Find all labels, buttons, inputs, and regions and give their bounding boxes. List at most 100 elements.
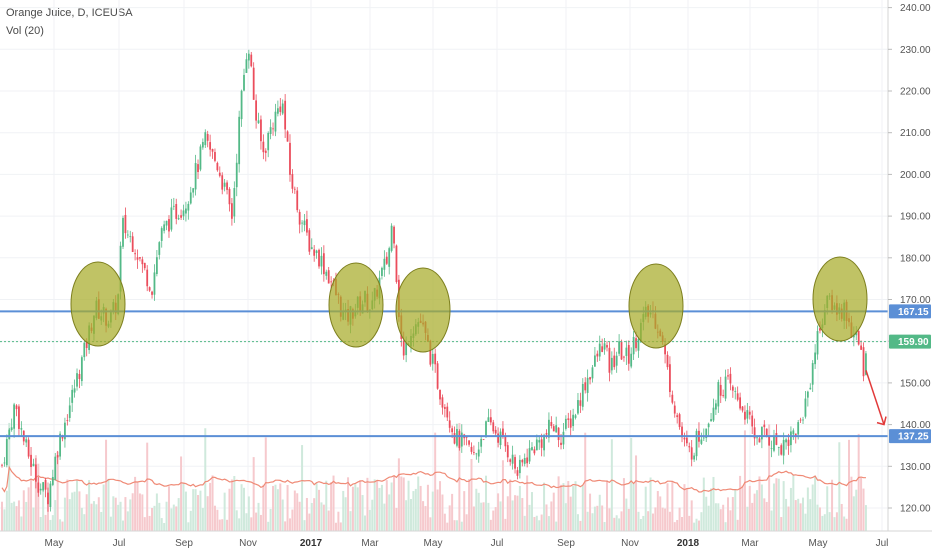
candle-body xyxy=(564,418,567,429)
candle-body xyxy=(666,354,669,368)
volume-bar xyxy=(235,510,238,531)
x-tick-label: Jul xyxy=(113,538,126,549)
volume-bar xyxy=(644,486,647,531)
candle-body xyxy=(497,433,499,443)
candle-body xyxy=(671,394,674,403)
candle-body xyxy=(226,182,228,190)
candle-body xyxy=(255,100,257,121)
candle-body xyxy=(760,426,763,440)
volume-bar xyxy=(710,488,713,531)
volume-bar xyxy=(429,517,432,531)
highlight-circle xyxy=(812,256,868,342)
candle-body xyxy=(756,437,758,439)
candle-body xyxy=(545,433,548,435)
volume-bar xyxy=(804,513,807,531)
volume-bar xyxy=(639,519,642,531)
candle-body xyxy=(315,250,318,253)
highlight-circle xyxy=(328,262,384,348)
candle-body xyxy=(806,391,809,398)
volume-bar xyxy=(552,492,555,531)
volume-bar xyxy=(95,504,98,531)
candle-body xyxy=(252,67,255,100)
volume-bar xyxy=(480,502,483,531)
volume-bar xyxy=(228,488,231,531)
candle-body xyxy=(521,459,524,463)
candle-body xyxy=(388,248,391,267)
candle-body xyxy=(131,236,134,252)
x-tick-label: Jul xyxy=(491,538,504,549)
candle-body xyxy=(61,436,64,439)
volume-bar xyxy=(177,498,180,531)
volume-bar xyxy=(741,485,744,531)
volume-bar xyxy=(782,481,785,531)
volume-bar xyxy=(264,437,267,531)
volume-bar xyxy=(213,505,216,531)
candle-body xyxy=(34,464,37,482)
candle-body xyxy=(320,255,323,267)
volume-bar xyxy=(681,517,684,531)
price-tag xyxy=(889,304,931,319)
volume-bar xyxy=(163,522,166,531)
volume-bar xyxy=(768,424,771,531)
candle-body xyxy=(506,445,509,458)
volume-bar xyxy=(3,509,6,531)
volume-bar xyxy=(729,510,732,531)
projection-arrow xyxy=(865,370,887,426)
grid xyxy=(0,0,888,531)
volume-bar xyxy=(175,506,178,531)
volume-bar xyxy=(313,498,316,531)
volume-bar xyxy=(63,497,66,531)
volume-bar xyxy=(446,522,449,531)
candle-body xyxy=(615,355,618,366)
volume-bar xyxy=(823,514,826,531)
arrow-shaft xyxy=(865,370,885,425)
volume-bar xyxy=(143,517,146,531)
volume-bar xyxy=(34,455,37,531)
candle-body xyxy=(477,449,480,457)
candle-body xyxy=(5,439,8,466)
volume-bar xyxy=(114,497,117,531)
candle-body xyxy=(293,188,296,190)
volume-ma-line xyxy=(1,465,866,493)
y-tick-label: 150.00 xyxy=(900,378,931,389)
volume-bar xyxy=(613,517,616,531)
candle-body xyxy=(584,382,587,391)
candle-body xyxy=(313,249,316,256)
volume-bar xyxy=(318,489,321,531)
candle-body xyxy=(298,211,301,225)
volume-bar xyxy=(419,485,422,531)
candle-body xyxy=(235,162,238,188)
volume-bar xyxy=(753,493,756,531)
volume-bar xyxy=(8,422,11,531)
volume-bar xyxy=(705,496,708,531)
volume-bar xyxy=(221,519,224,531)
volume-bar xyxy=(526,475,529,531)
candle-body xyxy=(702,437,705,439)
volume-bar xyxy=(581,485,584,531)
volume-bar xyxy=(194,489,197,531)
candle-body xyxy=(819,328,821,331)
volume-bar xyxy=(569,496,572,531)
volume-bar xyxy=(131,493,134,531)
candle-body xyxy=(514,457,516,469)
volume-bar xyxy=(298,501,301,531)
candle-body xyxy=(816,331,819,355)
volume-bars xyxy=(1,422,867,531)
volume-bar xyxy=(286,485,289,531)
volume-bar xyxy=(850,476,853,531)
volume-bar xyxy=(625,498,628,531)
candle-body xyxy=(322,253,325,275)
candle-body xyxy=(228,188,231,205)
candle-body xyxy=(526,457,529,464)
volume-bar xyxy=(17,500,20,531)
x-axis[interactable]: May Jul Sep Nov 2017 Mar May Jul Sep Nov 2018 Mar Ma… xyxy=(45,538,889,549)
candle-body xyxy=(436,363,439,389)
candle-body xyxy=(731,386,734,391)
volume-bar xyxy=(339,522,342,531)
volume-bar xyxy=(707,505,710,531)
candle-body xyxy=(405,342,408,356)
volume-indicator-label: Vol (20) xyxy=(6,25,44,37)
volume-bar xyxy=(494,507,497,531)
volume-bar xyxy=(697,520,700,531)
